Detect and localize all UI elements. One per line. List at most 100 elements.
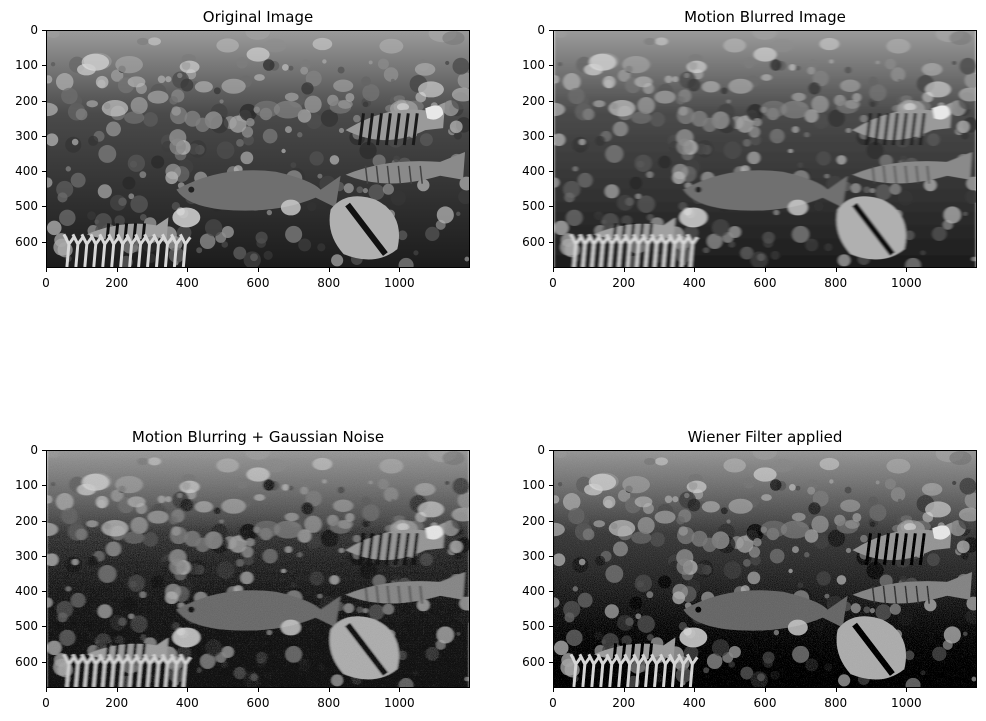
x-tick-mark <box>906 268 908 272</box>
x-tick-label: 800 <box>824 696 848 710</box>
x-tick-label: 600 <box>246 276 270 290</box>
y-tick-label: 400 <box>522 164 545 179</box>
y-tick-label: 400 <box>15 584 38 599</box>
y-tick-label: 600 <box>522 654 545 669</box>
y-tick-label: 600 <box>15 654 38 669</box>
x-tick-label: 200 <box>105 276 129 290</box>
y-tick-mark <box>42 555 46 557</box>
y-tick-mark <box>42 100 46 102</box>
x-tick-mark <box>906 688 908 692</box>
y-tick-mark <box>549 661 553 663</box>
x-tick-mark <box>623 688 625 692</box>
x-tick-label: 200 <box>612 696 636 710</box>
y-tick-mark <box>549 65 553 67</box>
y-tick-mark <box>42 135 46 137</box>
x-tick-label: 1000 <box>891 696 922 710</box>
panel-title: Motion Blurred Image <box>684 8 846 26</box>
y-tick-mark <box>42 30 46 31</box>
y-tick-mark <box>42 485 46 487</box>
y-tick-label: 200 <box>15 93 38 108</box>
x-tick-label: 1000 <box>384 696 415 710</box>
y-tick-label: 300 <box>15 128 38 143</box>
x-tick-mark <box>553 268 554 272</box>
panel-title: Original Image <box>202 8 314 26</box>
y-tick-label: 500 <box>15 619 38 634</box>
y-tick-mark <box>549 485 553 487</box>
reef-scene-graphic <box>47 31 469 267</box>
x-tick-label: 400 <box>175 276 199 290</box>
y-tick-label: 0 <box>537 443 545 457</box>
y-tick-label: 300 <box>15 548 38 563</box>
y-tick-mark <box>42 661 46 663</box>
x-tick-label: 400 <box>682 276 706 290</box>
grayscale-reef-image <box>553 450 977 688</box>
y-tick-mark <box>549 206 553 208</box>
x-tick-label: 800 <box>317 696 341 710</box>
y-tick-mark <box>42 520 46 522</box>
x-tick-mark <box>623 268 625 272</box>
y-tick-label: 500 <box>15 199 38 214</box>
x-tick-mark <box>694 688 696 692</box>
y-tick-label: 0 <box>537 23 545 37</box>
x-tick-label: 600 <box>246 696 270 710</box>
y-tick-label: 300 <box>522 548 545 563</box>
y-tick-mark <box>42 626 46 628</box>
y-tick-label: 200 <box>522 93 545 108</box>
y-tick-label: 500 <box>522 619 545 634</box>
y-tick-mark <box>549 520 553 522</box>
x-tick-label: 600 <box>753 696 777 710</box>
y-tick-label: 100 <box>15 478 38 493</box>
x-tick-label: 400 <box>682 696 706 710</box>
y-tick-label: 600 <box>522 234 545 249</box>
x-tick-label: 800 <box>824 276 848 290</box>
y-tick-mark <box>549 30 553 31</box>
reef-scene-graphic <box>47 451 469 687</box>
grayscale-reef-image <box>553 30 977 268</box>
y-tick-mark <box>549 555 553 557</box>
x-tick-label: 400 <box>175 696 199 710</box>
x-tick-mark <box>116 268 118 272</box>
x-tick-mark <box>835 268 837 272</box>
panel-title: Motion Blurring + Gaussian Noise <box>131 428 385 446</box>
x-tick-label: 0 <box>42 696 50 710</box>
y-tick-mark <box>549 591 553 593</box>
panel-title: Wiener Filter applied <box>687 428 843 446</box>
x-tick-mark <box>328 268 330 272</box>
x-tick-mark <box>765 688 766 692</box>
x-tick-mark <box>187 268 189 272</box>
y-tick-label: 0 <box>30 443 38 457</box>
x-tick-mark <box>694 268 696 272</box>
y-tick-mark <box>549 100 553 102</box>
x-tick-label: 200 <box>105 696 129 710</box>
x-tick-label: 1000 <box>384 276 415 290</box>
y-tick-mark <box>42 450 46 451</box>
x-tick-mark <box>328 688 330 692</box>
x-tick-mark <box>258 688 259 692</box>
x-tick-mark <box>765 268 766 272</box>
y-tick-label: 100 <box>15 58 38 73</box>
y-tick-mark <box>549 626 553 628</box>
grayscale-reef-image <box>46 450 470 688</box>
y-tick-mark <box>549 450 553 451</box>
y-tick-mark <box>42 241 46 243</box>
y-tick-label: 300 <box>522 128 545 143</box>
y-tick-label: 100 <box>522 478 545 493</box>
reef-scene-graphic <box>554 31 976 267</box>
y-tick-label: 400 <box>522 584 545 599</box>
y-tick-mark <box>42 65 46 67</box>
x-tick-label: 800 <box>317 276 341 290</box>
reef-scene-graphic <box>554 451 976 687</box>
x-tick-mark <box>258 268 259 272</box>
x-tick-mark <box>835 688 837 692</box>
grayscale-reef-image <box>46 30 470 268</box>
y-tick-mark <box>549 241 553 243</box>
x-tick-mark <box>187 688 189 692</box>
x-tick-label: 0 <box>549 276 557 290</box>
x-tick-label: 200 <box>612 276 636 290</box>
x-tick-label: 600 <box>753 276 777 290</box>
x-tick-label: 0 <box>42 276 50 290</box>
x-tick-mark <box>553 688 554 692</box>
y-tick-label: 600 <box>15 234 38 249</box>
y-tick-mark <box>42 206 46 208</box>
x-tick-label: 1000 <box>891 276 922 290</box>
